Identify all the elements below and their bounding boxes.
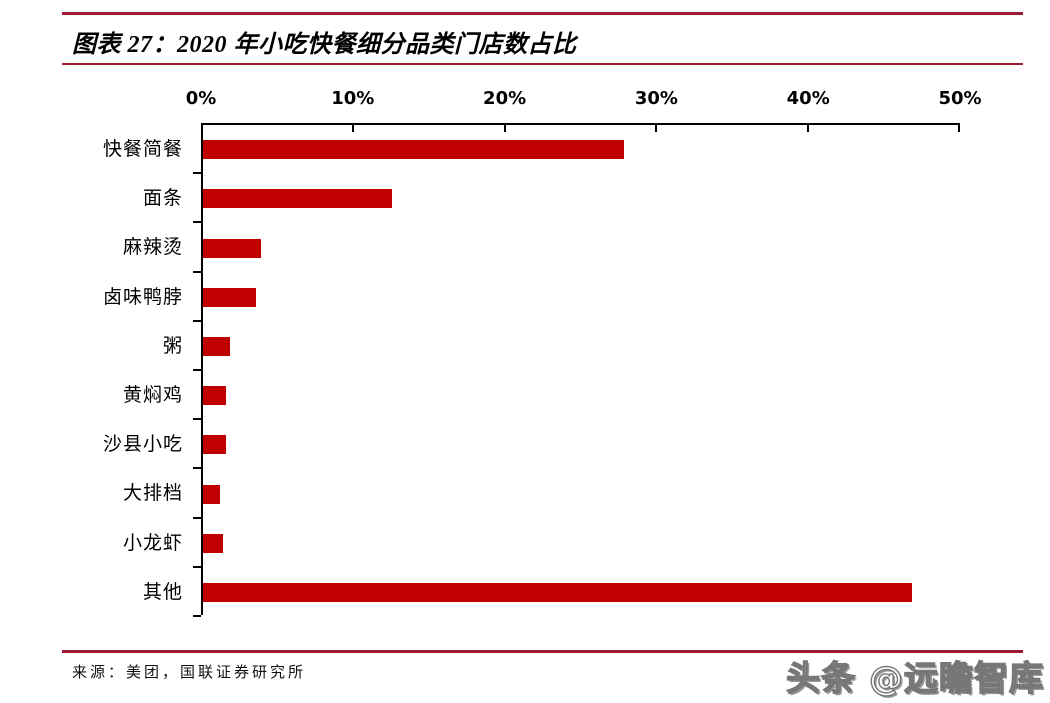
bar [203,533,223,553]
category-label: 粥 [162,335,183,357]
chart-title: 图表 27：2020 年小吃快餐细分品类门店数占比 [72,32,577,58]
bar [203,287,256,307]
category-label: 麻辣烫 [122,237,183,259]
category-label: 沙县小吃 [102,434,183,456]
category-label: 卤味鸭脖 [102,286,183,308]
category-axis-tick-mark [193,319,201,322]
bar [203,582,912,602]
category-axis-tick-mark [193,270,201,273]
bottom-accent-rule [62,650,1023,653]
source-note: 来源：美团，国联证券研究所 [72,665,307,681]
x-axis-tick-mark [958,125,960,132]
bar [203,435,226,455]
category-label: 小龙虾 [122,532,183,554]
bar [203,336,231,356]
category-axis-tick-mark [193,516,201,519]
category-axis-tick-mark [193,172,201,175]
x-axis-tick-label: 20% [483,88,527,109]
x-axis-tick-mark [503,125,506,132]
category-label: 快餐简餐 [102,139,183,161]
x-axis-tick-label: 10% [331,88,375,109]
bar [203,189,393,209]
bar [203,238,261,258]
x-axis-tick-mark [655,125,658,132]
bar [203,484,220,504]
category-label: 黄焖鸡 [122,385,183,407]
category-axis-tick-mark [193,369,201,371]
top-accent-rule [62,12,1023,15]
category-label: 大排档 [122,483,183,505]
bar [203,140,624,160]
x-axis-tick-label: 40% [786,88,830,109]
category-axis-tick-mark [193,221,201,224]
category-axis-tick-mark [193,615,201,617]
x-axis-tick-label: 50% [938,88,982,109]
title-divider-rule [62,63,1023,65]
x-axis-tick-label: 0% [185,88,217,109]
category-axis-tick-mark [193,418,201,421]
bar [203,386,226,406]
watermark-text: 头条 @远瞻智库 [785,658,1044,699]
category-label: 其他 [142,581,183,603]
category-axis-tick-mark [193,565,201,568]
x-axis-tick-mark [806,125,809,132]
category-label: 面条 [142,188,183,210]
x-axis-tick-label: 30% [634,88,678,109]
x-axis-tick-labels: 0% 10% 20% 30% 40% 50% [0,88,1050,112]
category-axis-tick-mark [193,467,201,470]
x-axis-tick-mark [352,125,355,132]
bar-chart-plot-area [193,123,960,617]
